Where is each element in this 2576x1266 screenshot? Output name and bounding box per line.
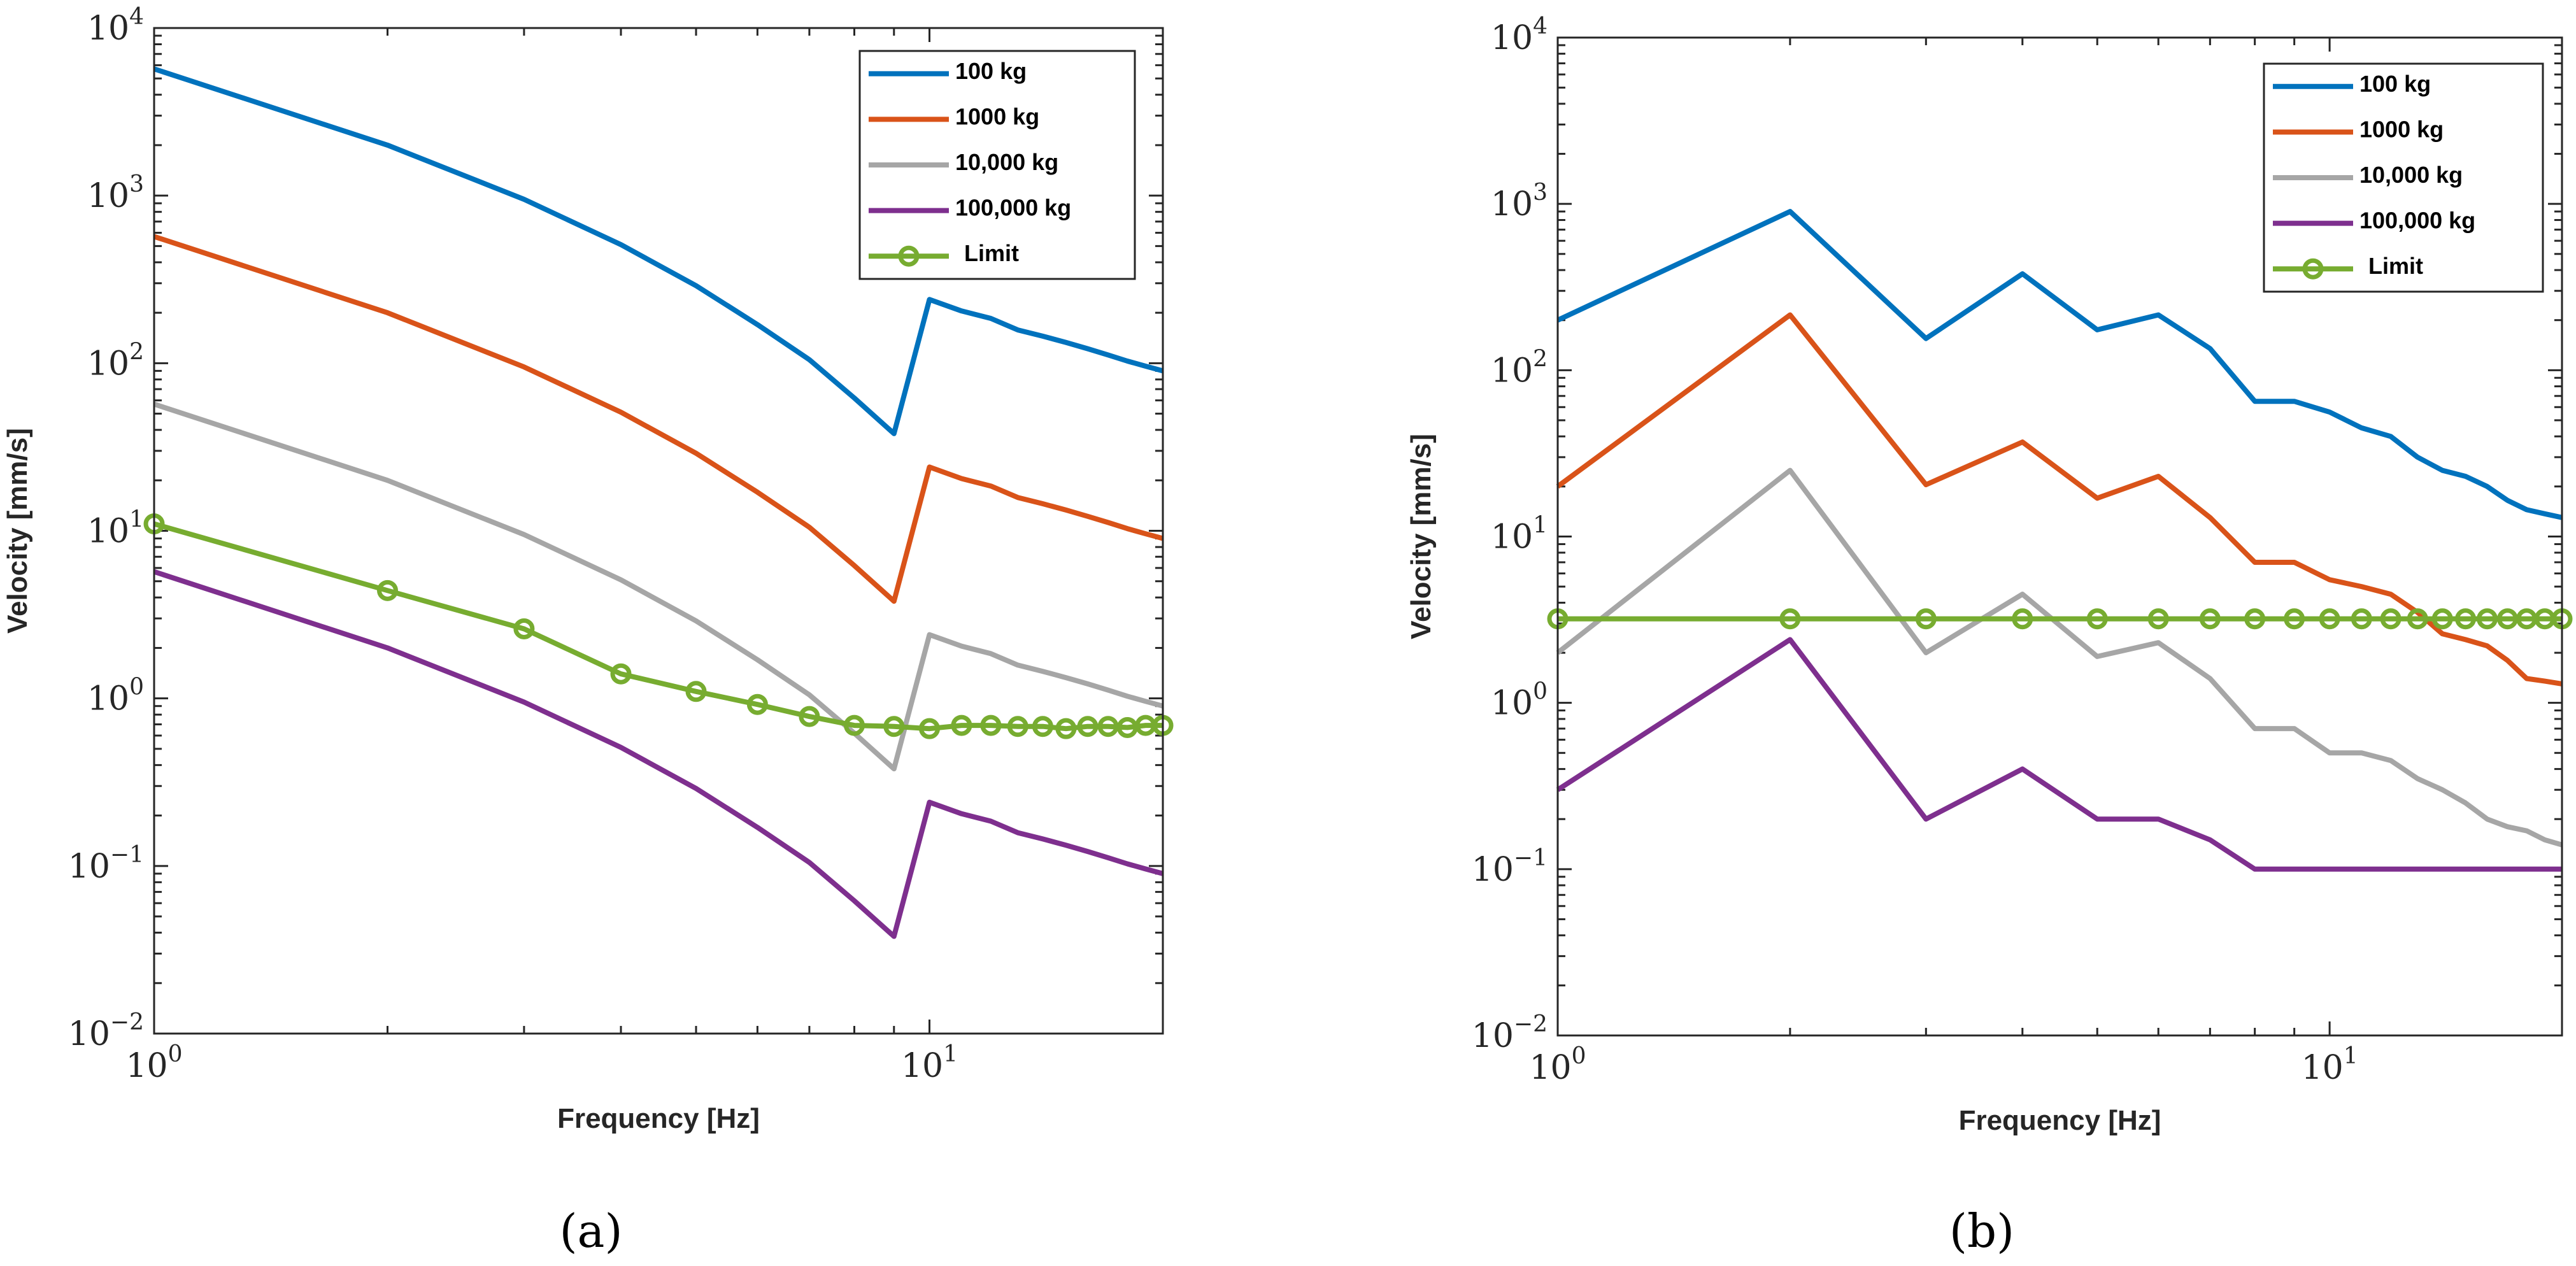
panel-b-y-axis-label: Velocity [mm/s] (1405, 434, 1437, 639)
panel-b-limit-marker (2407, 608, 2428, 630)
panel-b-y-tick-label: 102 (1491, 346, 1548, 390)
panel-b-tick-labels: 100 101 10−2 10−1 100 101 102 103 104 (1472, 13, 2358, 1087)
panel-b-x-axis-label: Frequency [Hz] (1959, 1105, 2161, 1136)
panel-b-x-tick-label: 101 (2302, 1043, 2358, 1087)
panel-b-limit-marker (2244, 608, 2266, 630)
panel-b-limit-marker (2199, 608, 2221, 630)
panel-b-legend-label: Limit (2368, 253, 2423, 279)
panel-b-series-line-10-000-kg (1556, 467, 2563, 848)
panel-b-y-tick-label: 100 (1491, 679, 1548, 723)
panel-a-x-axis-label: Frequency [Hz] (557, 1103, 760, 1134)
panel-a-limit-marker (1032, 716, 1053, 737)
panel-a-y-tick-label: 102 (87, 339, 144, 383)
panel-b-y-tick-label: 104 (1491, 13, 1548, 57)
panel-a-limit-marker (610, 663, 632, 685)
panel-b-legend-label: 10,000 kg (2359, 162, 2463, 188)
panel-a-tick-labels: 100 101 10−2 10−1 100 101 102 103 104 (68, 4, 958, 1085)
panel-a-series-line-limit (153, 521, 1163, 732)
panel-a-limit-marker (980, 715, 1002, 736)
panel-a-y-tick-label: 104 (87, 4, 144, 48)
panel-a-legend-label: 100 kg (955, 58, 1027, 84)
panel-b-series-line-1000-kg (1556, 312, 2563, 686)
panel-b-series (1547, 209, 2573, 872)
panel-b-limit-marker (2431, 608, 2453, 630)
panel-a-limit-marker (1097, 716, 1119, 737)
panel-b-y-tick-label: 101 (1491, 513, 1548, 557)
panel-b-y-tick-label: 10−2 (1472, 1011, 1548, 1055)
panel-a-series-line-1000-kg (153, 234, 1164, 604)
panel-b-limit-marker (2319, 608, 2340, 630)
panel-b-limit-marker (2351, 608, 2372, 630)
panel-b-y-tick-label: 103 (1491, 180, 1548, 224)
panel-b-series-line-100-kg (1556, 209, 2563, 520)
panel-b-series-line-100-000-kg (1556, 637, 2562, 872)
panel-a-legend-label: Limit (964, 240, 1019, 266)
panel-a-series-line-10-000-kg (153, 401, 1164, 772)
panel-a-y-tick-label: 10−2 (68, 1009, 144, 1053)
panel-a-legend: 100 kg 1000 kg 10,000 kg 100,000 kg Limit (858, 50, 1136, 280)
panel-b-legend: 100 kg 1000 kg 10,000 kg 100,000 kg Limit (2263, 62, 2544, 293)
panel-b-legend-label: 100 kg (2359, 71, 2431, 97)
panel-a-axes-frame (153, 27, 1164, 1035)
panel-b-limit-marker (1915, 608, 1937, 630)
panel-a-legend-label: 100,000 kg (955, 195, 1071, 221)
panel-b-legend-marker (2302, 258, 2324, 280)
panel-a-limit-marker (513, 618, 535, 639)
panel-a-series-line-100-kg (153, 66, 1164, 436)
panel-a-limit-marker (951, 715, 972, 736)
panel-a-limit-marker (844, 715, 865, 736)
panel-b-limit-marker (2380, 608, 2402, 630)
panel-b-y-tick-label: 10−1 (1472, 845, 1548, 889)
panel-a-y-tick-label: 100 (87, 674, 144, 718)
panel-b-caption-label: (b) (1949, 1204, 2014, 1258)
panel-a-limit-marker (1055, 718, 1077, 739)
panel-b-x-tick-label: 100 (1529, 1043, 1586, 1087)
panel-b-limit-marker (2147, 608, 2169, 630)
panel-b-axes-frame (1556, 36, 2563, 1037)
panel-a-limit-marker (918, 718, 940, 739)
panel-a: 100 101 10−2 10−1 100 101 102 103 104 Frequency … (2, 4, 1174, 1258)
panel-a-y-tick-label: 103 (87, 171, 144, 215)
panel-a-x-tick-label: 101 (901, 1041, 958, 1085)
panel-a-limit-marker (799, 706, 820, 727)
panel-a-y-tick-label: 101 (87, 507, 144, 551)
panel-a-limit-marker (1077, 716, 1099, 737)
panel-a-legend-label: 1000 kg (955, 103, 1039, 129)
panel-b-limit-marker (2477, 608, 2498, 630)
panel-b: 100 101 10−2 10−1 100 101 102 103 104 Frequency … (1405, 13, 2573, 1258)
panel-b-legend-label: 1000 kg (2359, 116, 2444, 142)
panel-a-limit-marker (685, 681, 707, 702)
panel-a-limit-marker (377, 580, 399, 601)
panel-a-limit-marker (746, 693, 768, 715)
panel-a-legend-marker (898, 245, 920, 267)
panel-b-legend-label: 100,000 kg (2359, 208, 2475, 234)
panel-a-caption-label: (a) (559, 1204, 622, 1258)
panel-b-limit-marker (1779, 608, 1801, 630)
panel-a-limit-marker (883, 716, 905, 737)
panel-b-limit-marker (2455, 608, 2477, 630)
panel-a-limit-marker (1007, 716, 1028, 737)
panel-b-limit-marker (2284, 608, 2305, 630)
panel-a-y-axis-label: Velocity [mm/s] (2, 428, 33, 634)
panel-a-series-line-100-000-kg (153, 569, 1164, 939)
panel-b-limit-marker (2012, 608, 2033, 630)
panel-a-legend-label: 10,000 kg (955, 149, 1058, 175)
panel-b-limit-marker (2496, 608, 2518, 630)
panel-b-limit-marker (2086, 608, 2108, 630)
panel-a-y-tick-label: 10−1 (68, 842, 144, 886)
panel-a-x-tick-label: 100 (125, 1041, 182, 1085)
